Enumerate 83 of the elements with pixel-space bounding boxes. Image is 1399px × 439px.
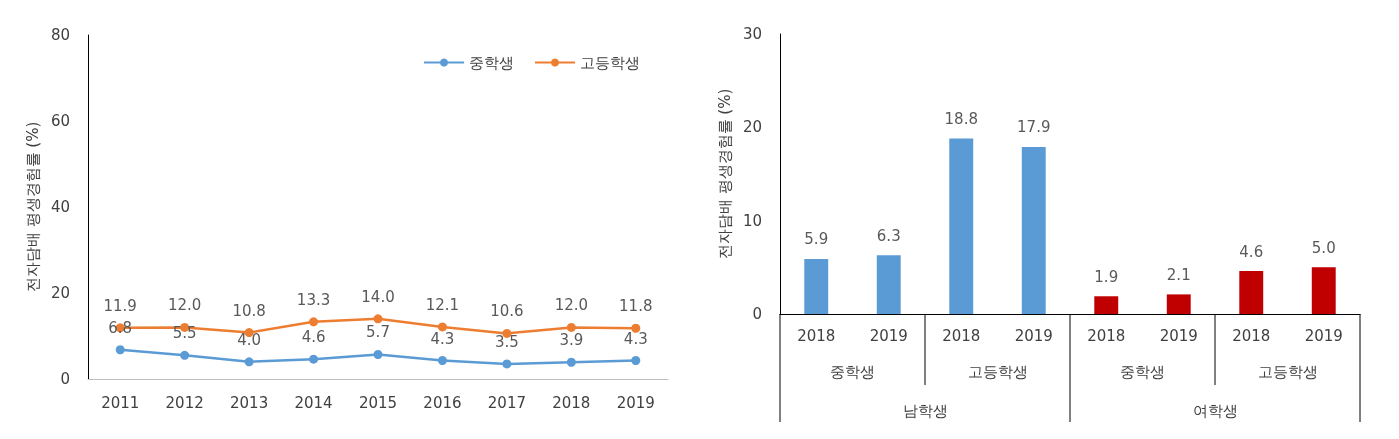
y-tick-label: 0 [752,305,762,323]
point [437,322,447,332]
x-tick-label: 2014 [294,393,333,412]
text: 중학생 [1120,362,1165,380]
x-tick-label: 2019 [1159,326,1198,345]
x-tick-label: 2018 [1232,326,1271,345]
point [309,317,319,327]
x-tick-label: 2018 [942,326,981,345]
x-tick-label: 2017 [487,393,526,412]
y-tick-label: 60 [50,112,70,130]
text: 고등학생 [1257,362,1318,380]
legend-label: 고등학생 [580,53,640,72]
y-tick-label: 0 [60,370,70,388]
data-label: 11.8 [619,297,653,316]
data-label: 2.1 [1166,265,1191,284]
data-label: 6.3 [876,226,901,245]
bar [949,138,974,314]
point [566,357,576,367]
x-tick-label: 2016 [423,393,462,412]
bar [1311,267,1336,314]
x-tick-label: 2019 [616,393,655,412]
y-axis-title: 전자담배 평생경험률 (%) [23,121,42,293]
data-label: 14.0 [361,287,395,306]
data-label: 13.3 [296,290,331,309]
bar [1021,146,1046,314]
data-label: 4.3 [623,329,648,348]
text: 남학생 [902,401,948,419]
text: 중학생 [830,362,875,380]
data-label: 11.9 [103,296,137,315]
text: 고등학생 [967,362,1028,380]
data-label: 12.0 [554,296,589,315]
bar [804,258,829,314]
x-tick-label: 2018 [1087,326,1126,345]
point [244,357,254,367]
bar [1094,296,1119,314]
point [180,350,190,360]
data-label: 5.9 [804,230,829,249]
point [437,356,447,366]
data-label: 17.9 [1017,118,1051,137]
point [502,359,512,369]
y-tick-label: 30 [742,25,762,43]
point [373,314,383,324]
text: 여학생 [1192,401,1238,419]
x-tick-label: 2018 [797,326,836,345]
data-label: 3.5 [494,332,519,351]
data-label: 4.6 [1239,242,1264,261]
data-label: 10.8 [232,301,266,320]
x-tick-label: 2018 [552,393,591,412]
x-tick-label: 2011 [101,393,140,412]
data-label: 12.1 [425,295,460,314]
legend-label: 중학생 [469,53,514,72]
y-tick-label: 80 [50,26,70,44]
point [373,349,383,359]
x-tick-label: 2019 [1014,326,1053,345]
data-label: 18.8 [944,110,978,129]
data-label: 5.5 [172,324,197,343]
bar [1166,294,1191,314]
data-label: 12.0 [167,296,202,315]
data-label: 4.0 [237,330,262,349]
data-label: 4.6 [301,328,326,347]
x-tick-label: 2019 [1304,326,1343,345]
bar [1239,271,1264,314]
bar [876,255,901,314]
x-tick-label: 2019 [869,326,908,345]
y-axis-title: 전자담배 평생경험률 (%) [715,88,734,260]
point [309,354,319,364]
point [631,323,641,333]
x-tick-label: 2012 [165,393,204,412]
y-tick-label: 20 [50,284,70,302]
data-label: 5.7 [366,323,390,342]
point [631,356,641,366]
data-label: 5.0 [1311,238,1336,257]
x-tick-label: 2015 [358,393,398,412]
data-label: 10.6 [490,302,524,321]
data-label: 3.9 [559,331,584,350]
x-tick-label: 2013 [230,393,269,412]
data-label: 4.3 [430,329,455,348]
data-label: 1.9 [1094,267,1119,286]
y-tick-label: 40 [50,198,70,216]
point [566,322,576,332]
y-tick-label: 20 [742,118,762,137]
y-tick-label: 10 [742,211,762,230]
point [115,345,125,355]
